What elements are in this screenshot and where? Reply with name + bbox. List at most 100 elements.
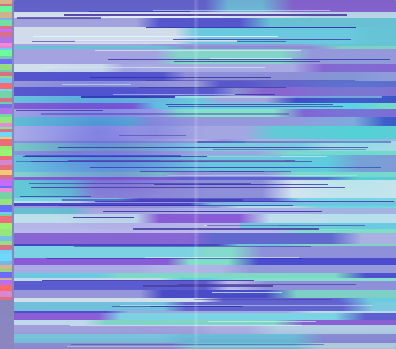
glitch-band — [14, 172, 396, 177]
strip-band — [0, 160, 12, 165]
strip-band — [0, 179, 12, 186]
scan-line — [173, 39, 351, 40]
glitch-band — [14, 298, 396, 302]
strip-band — [0, 70, 12, 72]
strip-band — [0, 20, 12, 26]
strip-band — [0, 102, 12, 104]
scan-line — [68, 160, 295, 161]
strip-band — [0, 108, 12, 114]
scan-line — [16, 110, 103, 111]
scan-line — [168, 106, 343, 107]
scan-line — [59, 205, 293, 206]
glitch-band — [14, 320, 396, 325]
scan-line — [95, 201, 394, 202]
scan-line — [64, 14, 347, 16]
scan-line — [89, 11, 190, 12]
strip-band — [0, 205, 12, 212]
glitch-band — [14, 81, 396, 87]
glitch-band — [14, 46, 396, 49]
glitch-band — [14, 139, 396, 141]
glitch-band — [14, 278, 396, 281]
scan-line — [143, 285, 273, 287]
scan-line — [75, 40, 237, 42]
scan-line — [70, 325, 302, 326]
strip-band — [0, 29, 12, 32]
scan-line — [108, 59, 390, 60]
scan-line — [74, 246, 311, 247]
strip-band — [0, 127, 12, 129]
scan-line — [166, 104, 333, 105]
strip-band — [0, 165, 12, 170]
scan-line — [73, 217, 134, 218]
left-color-strip — [0, 0, 12, 300]
scan-line — [167, 175, 357, 176]
glitch-band — [14, 87, 396, 96]
strip-band — [0, 188, 12, 192]
strip-band — [0, 280, 12, 285]
scan-line — [213, 149, 366, 150]
scan-line — [138, 87, 286, 88]
strip-band — [0, 12, 12, 18]
strip-band — [0, 254, 12, 261]
scan-line — [29, 183, 251, 184]
scan-line — [62, 199, 243, 201]
horizontal-bands — [14, 0, 396, 349]
glitch-band — [14, 18, 396, 27]
strip-band — [0, 146, 12, 150]
strip-band — [0, 265, 12, 269]
strip-band — [0, 223, 12, 229]
strip-band — [0, 250, 12, 254]
scan-line — [146, 80, 355, 81]
strip-band — [0, 192, 12, 199]
strip-band — [0, 43, 12, 46]
strip-band — [0, 83, 12, 89]
scan-line — [90, 77, 271, 78]
scan-line — [194, 299, 332, 300]
strip-band — [0, 129, 12, 132]
strip-band — [0, 26, 12, 29]
strip-band — [0, 48, 12, 50]
glitch-band — [14, 155, 396, 172]
glitch-band — [14, 177, 396, 180]
glitch-band — [14, 64, 396, 72]
strip-band — [0, 137, 12, 139]
glitch-band — [14, 0, 396, 12]
scan-line — [25, 155, 181, 157]
scan-line — [120, 305, 372, 306]
scan-line — [17, 17, 101, 19]
scan-line — [154, 184, 328, 185]
scan-line — [145, 257, 299, 258]
strip-band — [0, 214, 12, 216]
scan-line — [119, 135, 186, 136]
scan-line — [44, 67, 265, 68]
scan-line — [46, 258, 302, 259]
scan-line — [31, 161, 312, 162]
glitch-band — [14, 151, 396, 155]
strip-band — [0, 114, 12, 117]
glitch-band — [14, 126, 396, 139]
strip-band — [0, 78, 12, 83]
strip-band — [0, 72, 12, 76]
scan-line — [62, 84, 131, 85]
glitch-band — [14, 229, 396, 233]
strip-band — [0, 4, 12, 6]
scan-line — [174, 61, 320, 62]
glitch-band — [14, 290, 396, 298]
scan-line — [103, 211, 322, 212]
glitch-band — [14, 96, 396, 103]
strip-band — [0, 76, 12, 78]
glitch-band — [14, 244, 396, 246]
strip-band — [0, 0, 12, 4]
strip-band — [0, 236, 12, 241]
glitch-band — [14, 246, 396, 258]
scan-line — [95, 50, 301, 51]
strip-band — [0, 245, 12, 250]
strip-band — [0, 175, 12, 179]
scan-line — [212, 292, 282, 293]
strip-band — [0, 241, 12, 245]
strip-band — [0, 18, 12, 20]
strip-band — [0, 261, 12, 265]
glitch-band — [14, 117, 396, 126]
scan-line — [91, 17, 191, 18]
